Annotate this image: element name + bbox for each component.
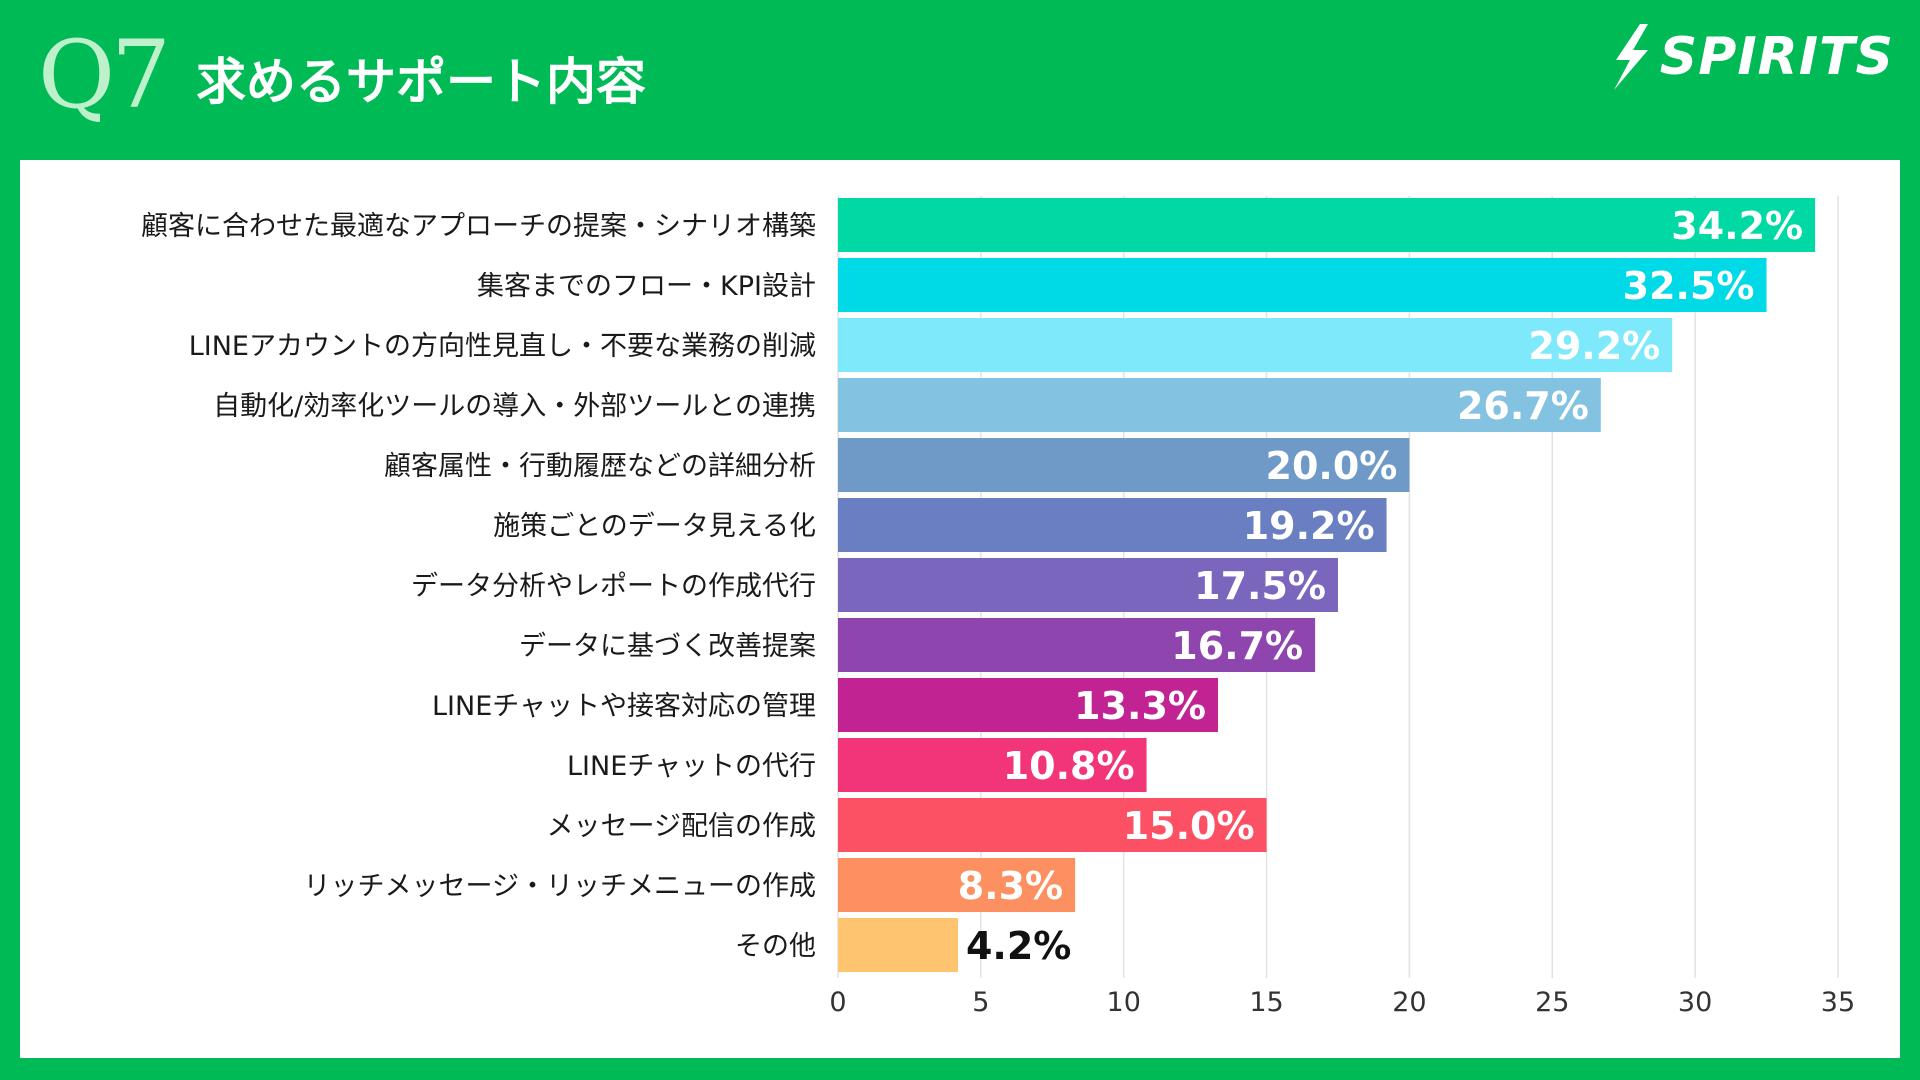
bar bbox=[838, 438, 1410, 492]
category-label: LINEチャットの代行 bbox=[567, 751, 816, 782]
category-label: 施策ごとのデータ見える化 bbox=[493, 511, 816, 542]
bar bbox=[838, 738, 1147, 792]
category-label: 集客までのフロー・KPI設計 bbox=[477, 271, 816, 302]
category-label: データ分析やレポートの作成代行 bbox=[411, 571, 816, 602]
question-number: Q7 bbox=[38, 21, 171, 130]
header: Q7 求めるサポート内容 SPIRITS bbox=[0, 0, 1920, 160]
x-tick-label: 0 bbox=[829, 987, 846, 1018]
x-tick-label: 20 bbox=[1392, 987, 1426, 1018]
category-label: LINEチャットや接客対応の管理 bbox=[432, 691, 816, 722]
data-label: 32.5% bbox=[1623, 264, 1755, 308]
page-title: 求めるサポート内容 bbox=[196, 53, 646, 111]
category-label: 自動化/効率化ツールの導入・外部ツールとの連携 bbox=[213, 391, 816, 422]
bar bbox=[838, 558, 1338, 612]
data-label: 34.2% bbox=[1671, 204, 1803, 248]
category-label: LINEアカウントの方向性見直し・不要な業務の削減 bbox=[189, 331, 816, 362]
x-tick-label: 5 bbox=[972, 987, 989, 1018]
category-label: 顧客に合わせた最適なアプローチの提案・シナリオ構築 bbox=[141, 211, 816, 242]
brand-logo: SPIRITS bbox=[1608, 22, 1894, 92]
bar bbox=[838, 198, 1816, 252]
data-label: 26.7% bbox=[1457, 384, 1589, 428]
x-tick-label: 30 bbox=[1678, 987, 1712, 1018]
data-label: 20.0% bbox=[1266, 444, 1398, 488]
category-label: 顧客属性・行動履歴などの詳細分析 bbox=[384, 451, 816, 482]
data-label: 4.2% bbox=[966, 924, 1071, 968]
data-label: 15.0% bbox=[1123, 804, 1255, 848]
bar bbox=[838, 618, 1316, 672]
data-label: 17.5% bbox=[1194, 564, 1326, 608]
x-tick-label: 10 bbox=[1107, 987, 1141, 1018]
lightning-icon bbox=[1613, 24, 1648, 90]
x-tick-label: 35 bbox=[1821, 987, 1855, 1018]
x-tick-label: 15 bbox=[1249, 987, 1283, 1018]
data-label: 29.2% bbox=[1528, 324, 1660, 368]
data-label: 19.2% bbox=[1243, 504, 1375, 548]
category-label: リッチメッセージ・リッチメニューの作成 bbox=[304, 871, 816, 902]
category-label: メッセージ配信の作成 bbox=[547, 811, 816, 842]
data-label: 8.3% bbox=[958, 864, 1063, 908]
data-label: 13.3% bbox=[1074, 684, 1206, 728]
bar bbox=[838, 498, 1387, 552]
bar bbox=[838, 858, 1076, 912]
category-label: データに基づく改善提案 bbox=[519, 631, 816, 662]
bar bbox=[838, 678, 1218, 732]
x-tick-label: 25 bbox=[1535, 987, 1569, 1018]
bar bbox=[838, 318, 1673, 372]
bar bbox=[838, 258, 1767, 312]
chart-panel: 顧客に合わせた最適なアプローチの提案・シナリオ構築 34.2% 集客までのフロー・K… bbox=[20, 160, 1900, 1058]
data-label: 10.8% bbox=[1003, 744, 1135, 788]
data-label: 16.7% bbox=[1171, 624, 1303, 668]
bar bbox=[838, 798, 1267, 852]
bar bbox=[838, 918, 958, 972]
bar bbox=[838, 378, 1601, 432]
bar-chart: 顧客に合わせた最適なアプローチの提案・シナリオ構築 34.2% 集客までのフロー・K… bbox=[141, 196, 1855, 1018]
category-label: その他 bbox=[735, 931, 816, 962]
logo-text: SPIRITS bbox=[1659, 27, 1894, 87]
